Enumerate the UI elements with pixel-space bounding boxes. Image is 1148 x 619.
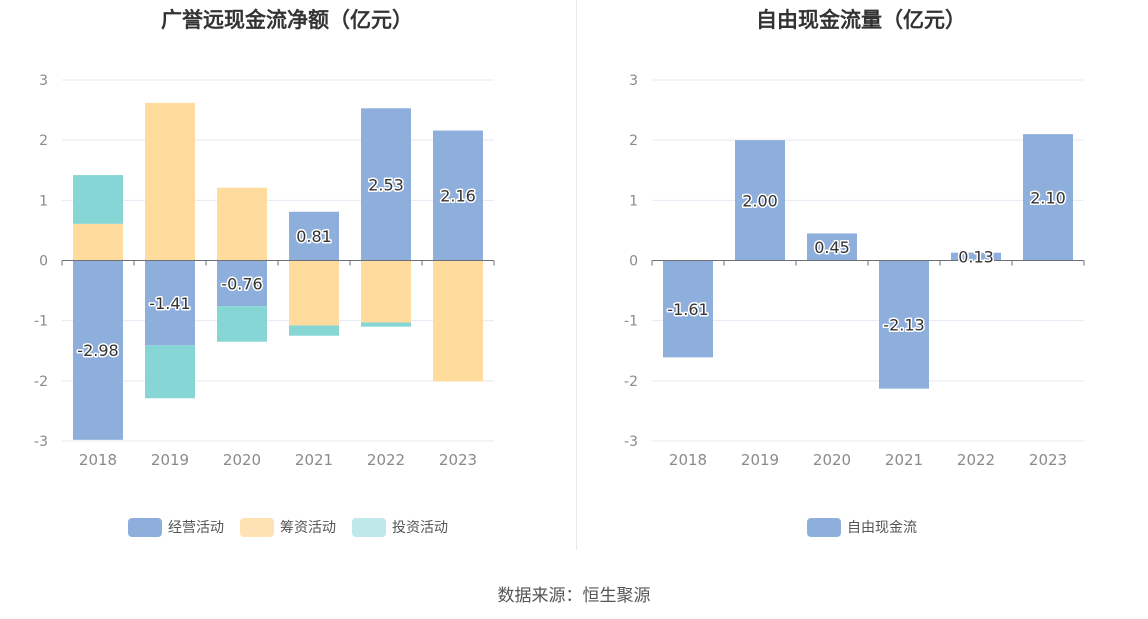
cashflow-bar-2021-s1 [289,260,339,326]
free-cashflow-y-tick-label: -2 [624,374,638,390]
cashflow-y-tick-label: 0 [39,254,48,270]
free-cashflow-legend: 自由现金流 [576,517,1148,537]
free-cashflow-data-label: -1.61 [667,300,708,319]
cashflow-x-tick-label: 2021 [295,451,333,469]
legend-item-investing[interactable]: 投资活动 [352,517,448,537]
cashflow-data-label: 0.81 [296,227,332,246]
free-cashflow-bar-2021-s0 [879,260,929,389]
cashflow-data-label: -1.41 [149,294,190,313]
cashflow-y-tick-label: -2 [34,374,48,390]
cashflow-x-tick-label: 2022 [367,451,405,469]
cashflow-bar-2020-s1 [217,187,267,261]
free-cashflow-y-tick-label: 0 [629,254,638,270]
legend-swatch-operating [128,517,162,537]
cashflow-x-tick-label: 2023 [439,451,477,469]
free-cashflow-data-label: 0.13 [958,248,994,267]
free-cashflow-y-tick-label: 2 [629,133,638,149]
free-cashflow-bar-2018-s0 [663,260,713,358]
cashflow-y-tick-label: 3 [39,73,48,89]
free-cashflow-y-tick-label: 3 [629,73,638,89]
free-cashflow-y-tick-label: -3 [624,434,638,450]
cashflow-bar-2018-s2 [73,175,123,224]
cashflow-x-tick-label: 2020 [223,451,261,469]
legend-label-free-cashflow: 自由现金流 [847,520,917,536]
chart-title-free-cashflow: 自由现金流量（亿元） [756,8,966,32]
cashflow-y-tick-label: -1 [34,314,48,330]
cashflow-bar-2018-s0 [73,260,123,440]
free-cashflow-x-tick-label: 2023 [1029,451,1067,469]
cashflow-bar-2023-s1 [433,260,483,382]
legend-swatch-investing [352,517,386,537]
legend-label-financing: 筹资活动 [280,520,336,536]
cashflow-y-tick-label: 2 [39,133,48,149]
free-cashflow-data-label: 0.45 [814,238,850,257]
cashflow-data-label: 2.53 [368,175,404,194]
cashflow-y-tick-label: -3 [34,434,48,450]
free-cashflow-chart: 3 2 1 0 -1 -2 -3 2018 2019 2020 2021 2022 2023 -1.61 2… [624,73,1085,469]
legend-swatch-free-cashflow [807,517,841,537]
free-cashflow-y-tick-label: -1 [624,314,638,330]
free-cashflow-x-tick-label: 2021 [885,451,923,469]
legend-label-investing: 投资活动 [392,520,448,536]
cashflow-bar-2021-s0 [289,211,339,261]
panel-divider [576,0,577,550]
cashflow-x-tick-label: 2019 [151,451,189,469]
legend-item-operating[interactable]: 经营活动 [128,517,224,537]
cashflow-legend: 经营活动 筹资活动 投资活动 [0,517,576,537]
data-source: 数据来源：恒生聚源 [497,586,651,606]
free-cashflow-x-tick-label: 2018 [669,451,707,469]
cashflow-bar-2022-s0 [361,108,411,261]
free-cashflow-x-tick-label: 2020 [813,451,851,469]
cashflow-data-label: -0.76 [221,274,262,293]
cashflow-bar-2022-s2 [361,322,411,327]
chart-title-cashflow: 广誉远现金流净额（亿元） [161,8,413,32]
cashflow-x-tick-label: 2018 [79,451,117,469]
cashflow-bar-2018-s1 [73,223,123,261]
free-cashflow-bar-2022-s0 [951,252,1001,261]
cashflow-bar-2019-s2 [145,345,195,399]
cashflow-bar-2022-s1 [361,260,411,323]
free-cashflow-data-label: -2.13 [883,316,924,335]
free-cashflow-x-tick-label: 2022 [957,451,995,469]
cashflow-y-tick-label: 1 [39,193,48,209]
cashflow-bar-2019-s1 [145,102,195,261]
legend-swatch-financing [240,517,274,537]
free-cashflow-data-label: 2.00 [742,191,778,210]
cashflow-bar-2019-s0 [145,260,195,346]
cashflow-chart: 3 2 1 0 -1 -2 -3 2018 2019 2020 2021 2022 2023 -2.98 -… [34,73,495,469]
cashflow-data-label: 2.16 [440,187,476,206]
free-cashflow-x-tick-label: 2019 [741,451,779,469]
free-cashflow-bar-2023-s0 [1023,134,1073,261]
legend-item-financing[interactable]: 筹资活动 [240,517,336,537]
free-cashflow-bar-2019-s0 [735,140,785,261]
free-cashflow-bar-2020-s0 [807,233,857,261]
cashflow-bar-2023-s0 [433,130,483,261]
legend-label-operating: 经营活动 [168,520,224,536]
cashflow-bar-2020-s2 [217,306,267,342]
legend-item-free-cashflow[interactable]: 自由现金流 [807,517,917,537]
free-cashflow-data-label: 2.10 [1030,188,1066,207]
free-cashflow-y-tick-label: 1 [629,193,638,209]
cashflow-bar-2020-s0 [217,260,267,307]
cashflow-bar-2021-s2 [289,325,339,336]
cashflow-data-label: -2.98 [77,341,118,360]
